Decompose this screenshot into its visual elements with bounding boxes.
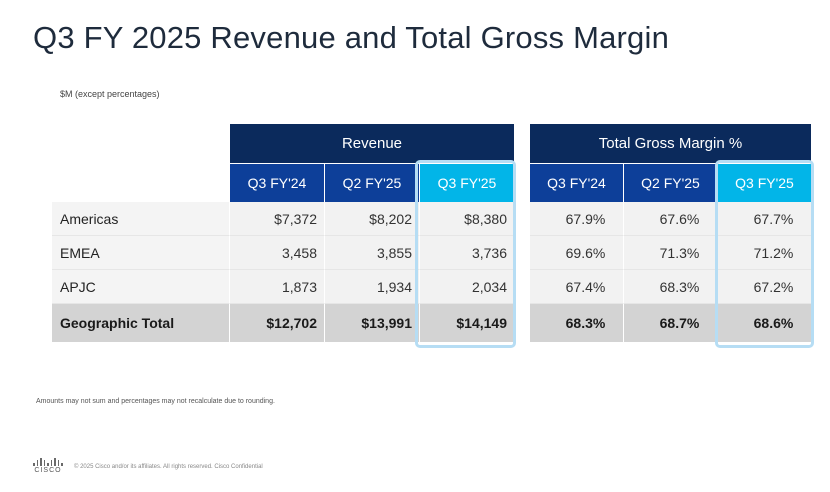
row-label: Geographic Total	[52, 304, 230, 342]
gross-margin-cell: 67.2%	[718, 270, 812, 304]
gross-margin-group-header: Total Gross Margin %	[530, 124, 812, 164]
total-row: 68.3% 68.7% 68.6%	[530, 304, 812, 342]
gross-margin-col-header: Q2 FY'25	[624, 164, 718, 202]
revenue-cell: 3,736	[420, 236, 515, 270]
table-row: Americas $7,372 $8,202 $8,380	[52, 202, 515, 236]
table-row: APJC 1,873 1,934 2,034	[52, 270, 515, 304]
cisco-logo: CISCO	[30, 458, 66, 474]
revenue-table: Revenue Q3 FY'24 Q2 FY'25 Q3 FY'25 Ameri…	[52, 124, 515, 342]
revenue-cell: $7,372	[230, 202, 325, 236]
revenue-cell: $8,380	[420, 202, 515, 236]
gross-margin-cell: 67.9%	[530, 202, 624, 236]
revenue-cell: $8,202	[325, 202, 420, 236]
page-title: Q3 FY 2025 Revenue and Total Gross Margi…	[33, 20, 670, 55]
row-label: APJC	[52, 270, 230, 304]
revenue-cell: 3,458	[230, 236, 325, 270]
units-note: $M (except percentages)	[60, 89, 160, 99]
revenue-cell: $14,149	[420, 304, 515, 342]
table-row: 69.6% 71.3% 71.2%	[530, 236, 812, 270]
revenue-cell: $13,991	[325, 304, 420, 342]
copyright: © 2025 Cisco and/or its affiliates. All …	[74, 464, 263, 470]
revenue-cell: 1,873	[230, 270, 325, 304]
gross-margin-cell: 69.6%	[530, 236, 624, 270]
logo-text: CISCO	[34, 467, 62, 474]
total-row: Geographic Total $12,702 $13,991 $14,149	[52, 304, 515, 342]
row-label: EMEA	[52, 236, 230, 270]
row-label: Americas	[52, 202, 230, 236]
gross-margin-cell: 68.3%	[624, 270, 718, 304]
revenue-col-header-highlight: Q3 FY'25	[420, 164, 515, 202]
revenue-cell: 1,934	[325, 270, 420, 304]
gross-margin-cell: 67.6%	[624, 202, 718, 236]
gross-margin-cell: 71.3%	[624, 236, 718, 270]
revenue-cell: 2,034	[420, 270, 515, 304]
table-row: 67.9% 67.6% 67.7%	[530, 202, 812, 236]
footnote: Amounts may not sum and percentages may …	[36, 398, 275, 405]
gross-margin-cell: 68.6%	[718, 304, 812, 342]
revenue-cell: 3,855	[325, 236, 420, 270]
revenue-group-header: Revenue	[230, 124, 515, 164]
gross-margin-col-header: Q3 FY'24	[530, 164, 624, 202]
gross-margin-cell: 67.4%	[530, 270, 624, 304]
cisco-bars-icon	[30, 458, 66, 466]
revenue-cell: $12,702	[230, 304, 325, 342]
gross-margin-col-header-highlight: Q3 FY'25	[718, 164, 812, 202]
table-row: EMEA 3,458 3,855 3,736	[52, 236, 515, 270]
gross-margin-cell: 68.3%	[530, 304, 624, 342]
revenue-col-header: Q2 FY'25	[325, 164, 420, 202]
header-spacer	[52, 164, 230, 202]
gross-margin-cell: 67.7%	[718, 202, 812, 236]
gross-margin-cell: 71.2%	[718, 236, 812, 270]
revenue-col-header: Q3 FY'24	[230, 164, 325, 202]
header-spacer	[52, 124, 230, 164]
table-row: 67.4% 68.3% 67.2%	[530, 270, 812, 304]
gross-margin-table: Total Gross Margin % Q3 FY'24 Q2 FY'25 Q…	[530, 124, 812, 342]
gross-margin-cell: 68.7%	[624, 304, 718, 342]
